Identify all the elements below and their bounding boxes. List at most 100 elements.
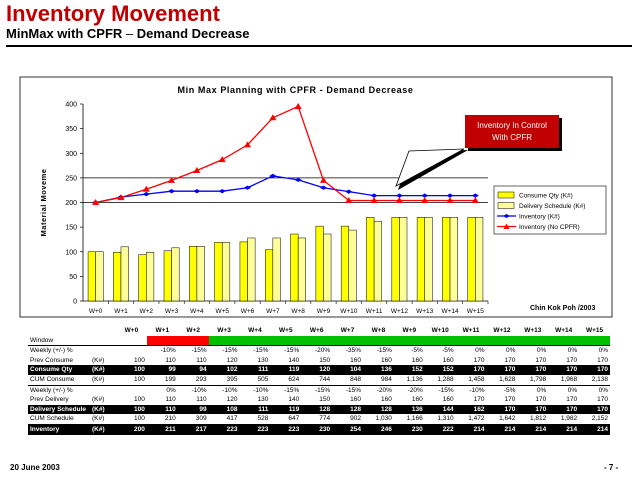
table-cell: 110	[146, 404, 178, 415]
table-row: Delivery Schedule (K#) 100 110 99 108 111 119 12…	[28, 404, 610, 415]
table-cell: 100	[134, 356, 145, 364]
table-row: CUM Consume (K#) 100 199 293 395 505 624 744 848 9…	[28, 375, 610, 385]
table-cell: 214	[579, 423, 610, 435]
week-header: W+7	[340, 327, 355, 334]
table-cell: -5%	[393, 345, 425, 356]
table-cell: 110	[196, 396, 207, 404]
window-cell: Flex	[208, 335, 240, 346]
table-cell: 0%	[455, 345, 487, 356]
table-cell: 144	[424, 404, 456, 415]
table-cell: 160	[350, 356, 361, 364]
table-cell: 119	[270, 365, 302, 375]
inventory-point-13	[421, 193, 429, 198]
chart-frame	[19, 76, 613, 318]
no-cpfr-point-8	[294, 102, 302, 109]
row-label: CUM Consume	[30, 375, 75, 383]
no-cpfr-point-9	[319, 176, 327, 183]
table-cell: 160	[442, 396, 454, 404]
x-tick-label: W+6	[241, 308, 255, 315]
table-cell: 100	[134, 396, 145, 404]
bar-consume-13	[416, 217, 425, 302]
bar-consume-2	[138, 254, 147, 302]
row-label: Prev Consume	[30, 356, 73, 364]
y-tick-label: 200	[65, 200, 77, 207]
no-cpfr-point-6	[244, 141, 252, 148]
x-tick-label: W+5	[215, 308, 229, 315]
table-cell: 647	[288, 415, 300, 423]
bar-consume-0	[87, 251, 96, 302]
table-cell: 214	[548, 423, 580, 435]
bar-consume-14	[442, 217, 451, 302]
table-cell: 1,812	[529, 415, 547, 423]
table-cell: 744	[319, 375, 331, 383]
table-cell: 111	[239, 365, 271, 375]
no-cpfr-point-0	[92, 199, 100, 205]
table-cell: 120	[226, 396, 238, 404]
row-label: Weekly (+/-) %	[28, 345, 90, 356]
bar-delivery-1	[120, 246, 129, 302]
table-row: Prev Delivery (K#) 100 110 110 120 130 140 150 16…	[28, 395, 610, 405]
table-cell: 170	[486, 365, 518, 375]
table-cell	[116, 384, 147, 396]
inventory-point-14	[446, 193, 454, 198]
week-header: W+11	[462, 327, 480, 334]
table-cell: 170	[548, 404, 580, 415]
table-cell: 170	[455, 365, 487, 375]
x-tick-label: W+1	[114, 308, 128, 315]
window-cell: Flex	[517, 335, 549, 346]
table-cell: 102	[208, 365, 240, 375]
x-tick-label: W+12	[391, 308, 409, 315]
table-cell: 104	[332, 365, 363, 375]
legend-label-1: Delivery Schedule (K#)	[519, 203, 585, 210]
bar-delivery-8	[297, 237, 306, 302]
table-cell: 0%	[517, 384, 549, 396]
window-row: Window Firm Firm Flex Flex Flex Flex Flex Flex Fl…	[28, 335, 610, 346]
table-cell: 1,030	[375, 415, 392, 423]
table-cell: -5%	[424, 345, 456, 356]
bar-delivery-7	[272, 237, 281, 302]
window-cell: Flex	[548, 335, 580, 346]
table-cell: 128	[301, 404, 333, 415]
planning-table: W+0 W+1 W+2 W+3 W+4 W+5 W+6 W+7 W+8 W+9 W+10 W+11 W+…	[28, 326, 610, 435]
x-tick-label: W+3	[165, 308, 179, 315]
y-tick-label: 350	[65, 126, 77, 133]
table-cell: 395	[226, 375, 238, 383]
x-tick-label: W+15	[467, 308, 485, 315]
table-cell: 1,798	[529, 375, 547, 383]
table-cell: 1,458	[468, 375, 485, 383]
table-cell: -15%	[301, 384, 333, 396]
window-cell: Flex	[270, 335, 302, 346]
table-cell: 140	[288, 356, 300, 364]
no-cpfr-point-5	[218, 156, 226, 163]
window-cell: Flex	[455, 335, 487, 346]
bar-delivery-12	[399, 217, 408, 302]
window-cell: Flex	[363, 335, 394, 346]
table-cell: 150	[319, 396, 331, 404]
x-tick-label: W+9	[317, 308, 331, 315]
table-cell: 2,152	[591, 415, 608, 423]
table-cell: 528	[257, 415, 269, 423]
row-unit: (K#)	[90, 404, 116, 415]
table-cell: 160	[411, 396, 423, 404]
table-cell: 246	[363, 423, 394, 435]
legend-label-0: Consume Qty (K#)	[519, 193, 573, 200]
table-cell: -10%	[239, 384, 271, 396]
table-cell: 170	[473, 356, 485, 364]
table-cell: 505	[257, 375, 269, 383]
table-cell: 170	[548, 365, 580, 375]
table-cell: -15%	[270, 345, 302, 356]
row-unit	[90, 336, 116, 346]
x-tick-label: W+13	[416, 308, 434, 315]
row-unit: (K#)	[92, 375, 105, 383]
table-cell: 160	[442, 356, 454, 364]
no-cpfr-point-4	[193, 166, 201, 173]
table-cell: 170	[566, 356, 578, 364]
week-header: W+13	[524, 327, 542, 334]
table-cell: 100	[116, 365, 147, 375]
table-cell: 200	[116, 423, 147, 435]
table-cell: -5%	[486, 384, 518, 396]
table-cell: 160	[350, 396, 361, 404]
table-cell: 0%	[579, 384, 610, 396]
x-tick-label: W+7	[266, 308, 280, 315]
table-cell: 984	[381, 375, 392, 383]
